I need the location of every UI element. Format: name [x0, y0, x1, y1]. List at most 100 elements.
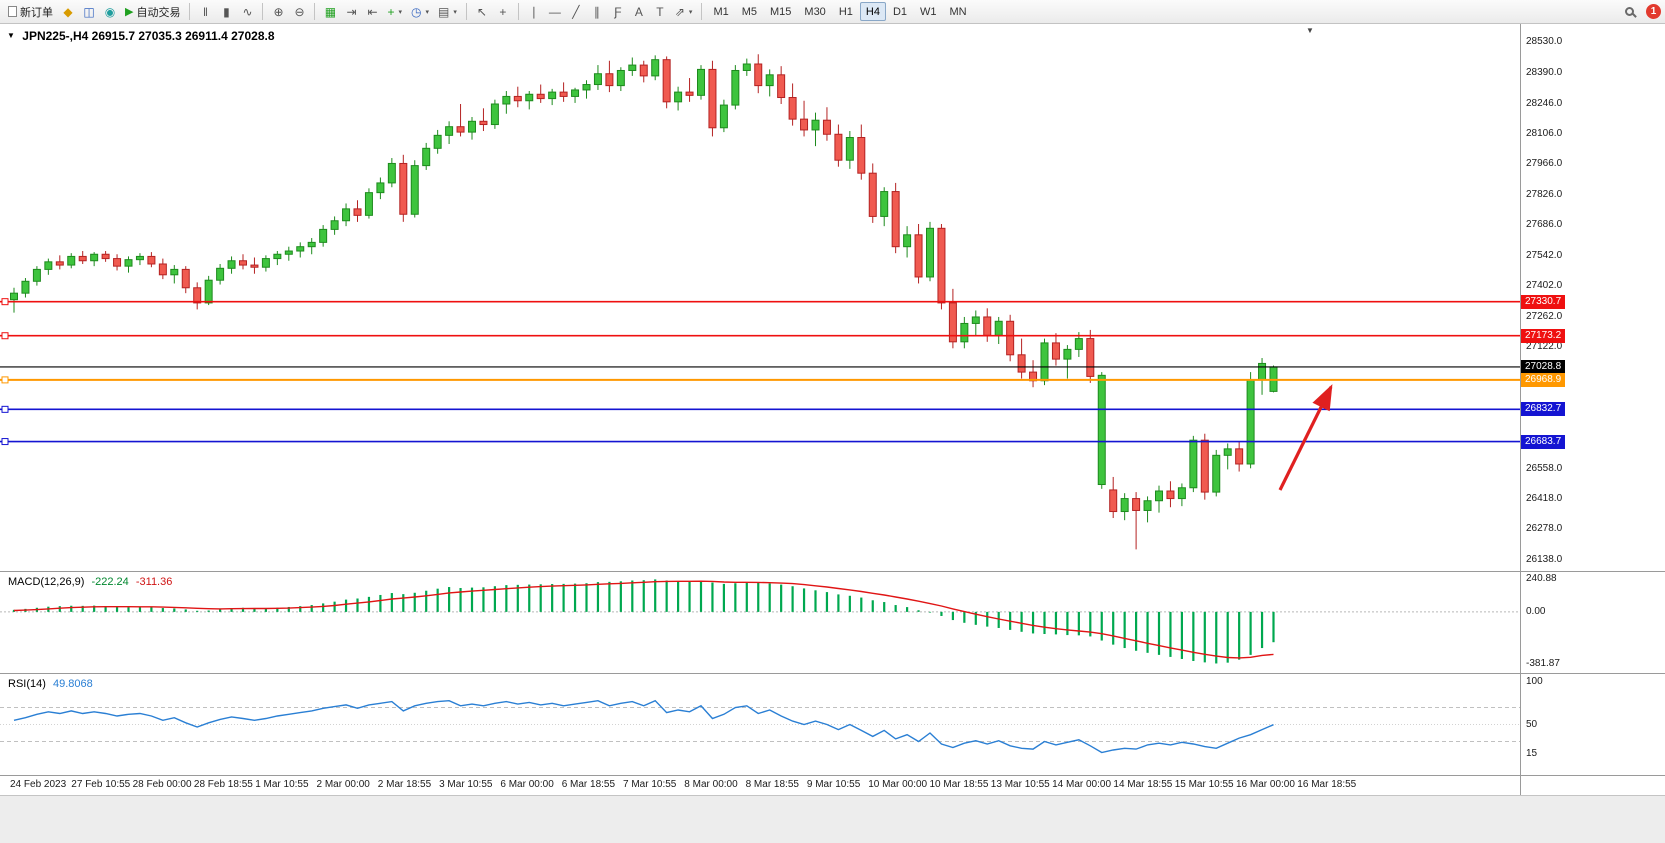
chevron-down-icon: ▾ — [398, 8, 402, 16]
price-axis-label: 27966.0 — [1526, 158, 1563, 170]
text-label-icon[interactable]: T — [656, 4, 664, 19]
cursor-icon[interactable]: ↖ — [476, 4, 487, 19]
rsi-name: RSI(14) — [8, 678, 46, 690]
new-order-label: 新订单 — [20, 6, 53, 19]
vertical-line-icon[interactable]: ∣ — [530, 4, 537, 19]
horizontal-line-icon[interactable]: ― — [548, 4, 561, 19]
indicator-axis-label: 0.00 — [1526, 605, 1546, 617]
data-window-icon[interactable]: ◉ — [104, 4, 116, 19]
toolbar-separator — [262, 3, 264, 20]
panel-separator — [0, 775, 1665, 776]
indicator-axis-label: 15 — [1526, 748, 1538, 760]
price-axis-label: 27542.0 — [1526, 249, 1563, 261]
price-tag[interactable]: 26832.7 — [1521, 402, 1566, 417]
magnifier-glyph — [1624, 7, 1634, 16]
toolbar-separator — [314, 3, 316, 20]
tile-windows-icon[interactable]: ▦ — [324, 4, 337, 19]
candlestick-chart-icon[interactable]: ▮ — [223, 4, 230, 19]
market-watch-icon[interactable]: ◫ — [83, 4, 95, 19]
price-axis-label: 27262.0 — [1526, 310, 1563, 322]
time-axis-label: 24 Feb 2023 — [10, 779, 67, 790]
rsi-panel-canvas[interactable] — [0, 674, 1520, 775]
fibonacci-icon[interactable]: Ƒ — [614, 4, 622, 19]
status-bar — [0, 795, 1665, 843]
chevron-down-icon: ▾ — [453, 8, 457, 16]
panel-separator[interactable] — [0, 571, 1665, 572]
bars-chart-icon[interactable]: ǁ — [202, 4, 208, 19]
chart-ohlc-values: 26915.7 27035.3 26911.4 27028.8 — [91, 29, 275, 43]
price-axis-label: 26418.0 — [1526, 493, 1563, 504]
chevron-down-icon: ▾ — [425, 8, 429, 16]
trendline-icon[interactable]: ╱ — [572, 4, 580, 19]
text-icon[interactable]: A — [634, 4, 643, 19]
zoom-out-icon[interactable]: ⊖ — [294, 4, 305, 19]
auto-trading-label: 自动交易 — [136, 6, 181, 19]
time-axis-label: 8 Mar 00:00 — [684, 779, 738, 790]
tf-button-m1[interactable]: M1 — [713, 5, 729, 18]
price-tag[interactable]: 26968.9 — [1521, 372, 1566, 387]
tf-button-h4[interactable]: H4 — [859, 2, 886, 21]
toolbar: 新订单 ◆ ◫ ◉ ▶ 自动交易 ǁ ▮ ∿ ⊕ ⊖ ▦ ⇥ ⇤ + ▾ ◷ ▾… — [0, 0, 1665, 24]
time-axis-label: 3 Mar 10:55 — [439, 779, 493, 790]
tf-button-mn[interactable]: MN — [949, 5, 967, 18]
arrows-button[interactable]: ⇗ ▾ — [671, 2, 697, 22]
tf-button-m15[interactable]: M15 — [770, 5, 792, 18]
time-axis-label: 2 Mar 00:00 — [316, 779, 370, 790]
play-icon: ▶ — [125, 6, 134, 18]
price-tag[interactable]: 26683.7 — [1521, 434, 1566, 449]
tf-button-m30[interactable]: M30 — [804, 5, 826, 18]
price-tag[interactable]: 27028.8 — [1521, 359, 1566, 374]
notification-badge[interactable]: 1 — [1646, 4, 1661, 19]
price-tag[interactable]: 27330.7 — [1521, 294, 1566, 309]
price-axis-border — [1520, 24, 1521, 795]
profiles-icon[interactable]: ◆ — [63, 4, 73, 19]
time-axis-label: 16 Mar 18:55 — [1297, 779, 1357, 790]
tf-button-h1[interactable]: H1 — [838, 5, 853, 18]
tf-button-m5[interactable]: M5 — [741, 5, 757, 18]
zoom-in-icon[interactable]: ⊕ — [273, 4, 284, 19]
price-axis-label: 26278.0 — [1526, 523, 1563, 535]
time-axis-label: 10 Mar 00:00 — [868, 779, 928, 790]
panel-separator[interactable] — [0, 673, 1665, 674]
tf-button-d1[interactable]: D1 — [892, 5, 907, 18]
auto-scroll-icon[interactable]: ⇥ — [346, 4, 357, 19]
time-axis[interactable]: 24 Feb 2023 27 Feb 10:55 28 Feb 00:00 28 Fe… — [0, 776, 1665, 795]
chart-shift-icon[interactable]: ⇤ — [367, 4, 378, 19]
time-axis-label: 28 Feb 00:00 — [132, 779, 192, 790]
macd-signal-value: -311.36 — [135, 576, 173, 588]
toolbar-separator — [189, 3, 191, 20]
indicator-axis-label: 240.88 — [1526, 573, 1557, 584]
chart-symbol-period: JPN225-,H4 — [22, 29, 89, 43]
macd-panel-canvas[interactable] — [0, 572, 1520, 673]
periods-button[interactable]: ◷ ▾ — [407, 2, 433, 22]
price-tag[interactable]: 27173.2 — [1521, 328, 1566, 343]
channel-icon[interactable]: ∥ — [593, 4, 600, 19]
time-axis-label: 1 Mar 10:55 — [255, 779, 309, 790]
price-axis-label: 28390.0 — [1526, 66, 1563, 78]
indicators-button[interactable]: + ▾ — [383, 2, 406, 22]
new-order-button[interactable]: 新订单 — [4, 2, 57, 22]
indicator-axis-label: -381.87 — [1526, 658, 1560, 669]
price-axis-label: 27686.0 — [1526, 218, 1563, 230]
price-axis-label: 27122.0 — [1526, 340, 1563, 352]
tf-button-w1[interactable]: W1 — [920, 5, 937, 18]
collapse-icon: ▼ — [7, 31, 15, 40]
main-chart-canvas[interactable] — [0, 24, 1520, 571]
timeframe-toolbar: M1 M5 M15 M30 H1 H4 D1 W1 MN — [707, 2, 972, 21]
chart-title: ▼ JPN225-,H4 26915.7 27035.3 26911.4 270… — [7, 29, 275, 43]
rsi-value: 49.8068 — [52, 678, 93, 690]
search-icon[interactable] — [1619, 2, 1639, 22]
clock-icon: ◷ — [411, 4, 422, 19]
auto-trading-button[interactable]: ▶ 自动交易 — [121, 2, 184, 22]
price-axis-label: 27826.0 — [1526, 188, 1563, 200]
chart-shift-marker-icon: ▼ — [1306, 26, 1314, 35]
templates-button[interactable]: ▤ ▾ — [434, 2, 461, 22]
crosshair-icon[interactable]: + — [499, 4, 507, 19]
line-chart-icon[interactable]: ∿ — [242, 4, 253, 19]
price-axis-label: 28530.0 — [1526, 36, 1563, 48]
toolbar-separator — [465, 3, 467, 20]
time-axis-label: 14 Mar 00:00 — [1052, 779, 1112, 790]
toolbar-separator — [517, 3, 519, 20]
price-axis[interactable]: 28530.0 28390.0 28246.0 28106.0 27966.0 27826… — [1520, 0, 1665, 795]
template-icon: ▤ — [438, 4, 450, 19]
